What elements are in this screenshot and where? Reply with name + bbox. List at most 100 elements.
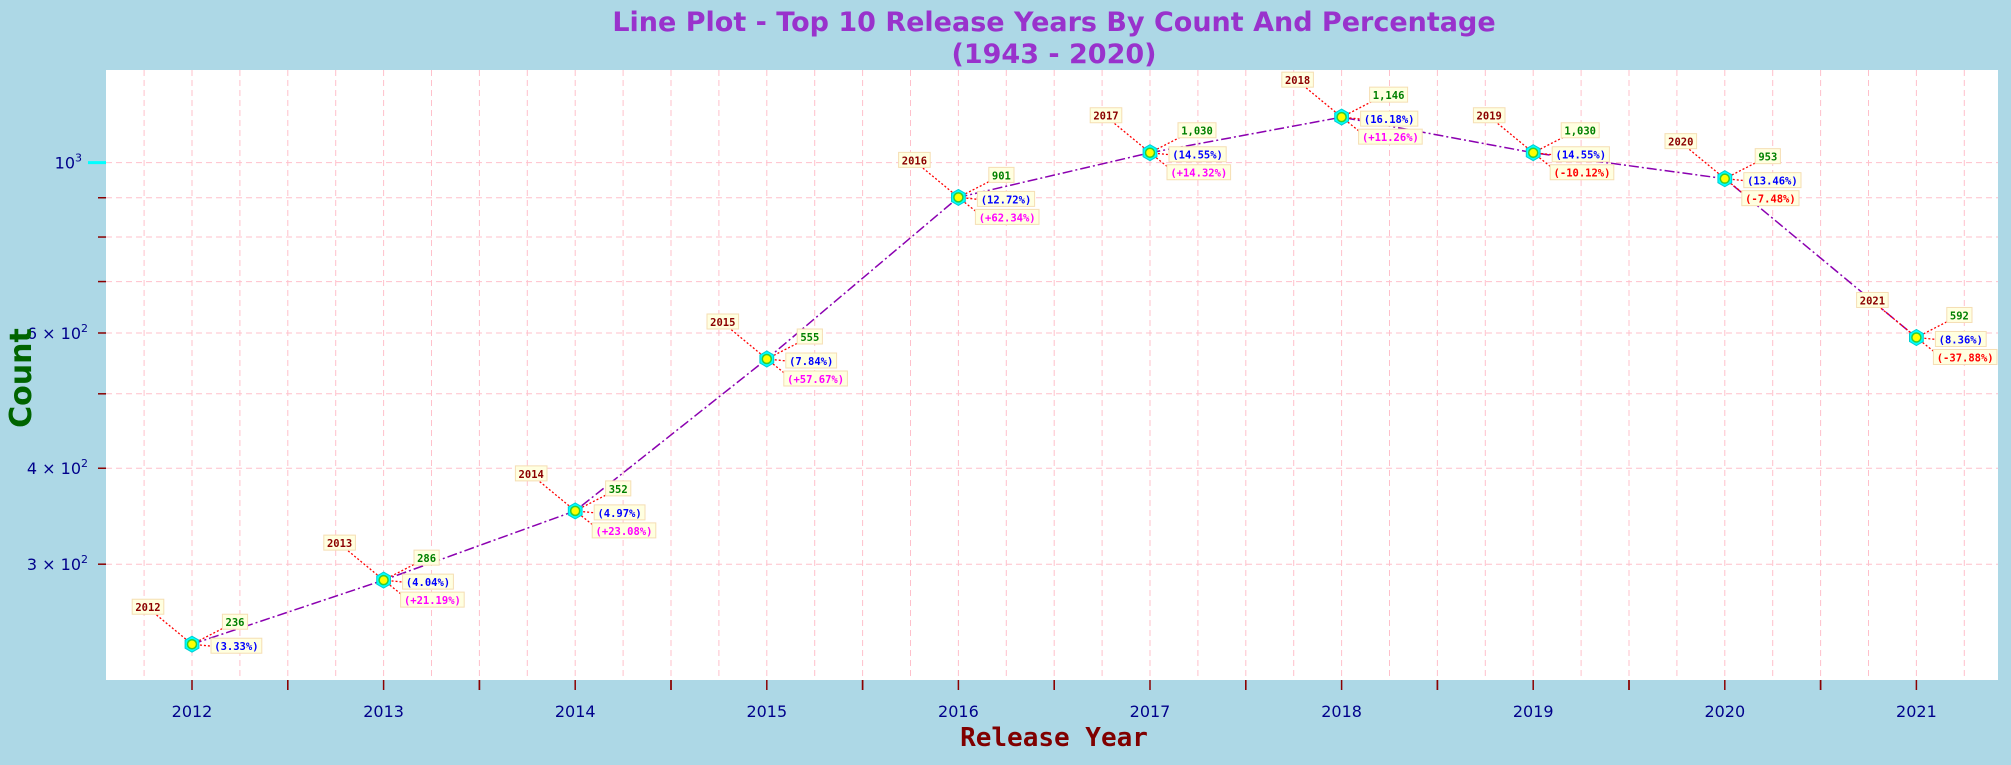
count-label-group: 236 bbox=[221, 613, 249, 630]
annotations: 2012 236 (3.33%) 2013 286 (4.04%) (+21.19%) 201… bbox=[131, 71, 1998, 654]
percent-label-group: (14.55%) bbox=[1551, 146, 1610, 163]
x-tick-label: 2017 bbox=[1130, 702, 1171, 721]
change-label: (-7.48%) bbox=[1745, 194, 1796, 206]
change-label-box bbox=[1549, 164, 1615, 181]
year-leader bbox=[343, 546, 385, 581]
data-point-center bbox=[761, 353, 773, 365]
year-label: 2017 bbox=[1093, 111, 1118, 123]
percent-label-group: (13.46%) bbox=[1743, 172, 1802, 189]
year-label-group: 2017 bbox=[1089, 107, 1123, 124]
x-axis-label: Release Year bbox=[960, 723, 1148, 753]
percent-label: (4.04%) bbox=[406, 577, 450, 589]
change-label: (+23.08%) bbox=[596, 526, 653, 538]
count-label-group: 953 bbox=[1754, 148, 1781, 165]
year-label-box bbox=[1472, 107, 1506, 124]
count-label: 953 bbox=[1758, 152, 1777, 164]
percent-label-box bbox=[1934, 330, 1987, 347]
year-label: 2018 bbox=[1285, 75, 1310, 87]
count-label-group: 1,030 bbox=[1177, 122, 1217, 139]
count-leader bbox=[191, 625, 228, 645]
year-label-group: 2015 bbox=[706, 313, 740, 330]
data-point-center bbox=[1336, 111, 1347, 123]
data-point-center bbox=[1911, 332, 1922, 343]
count-leader bbox=[1724, 160, 1761, 180]
year-label: 2014 bbox=[519, 469, 544, 481]
count-label: 286 bbox=[417, 553, 436, 565]
count-label-group: 352 bbox=[605, 480, 632, 497]
change-label-box bbox=[783, 370, 848, 387]
y-axis-label: Count bbox=[4, 328, 39, 428]
y-tick-label: 3 × 102 bbox=[27, 553, 88, 574]
count-label-group: 592 bbox=[1946, 306, 1973, 323]
count-label-box bbox=[1754, 148, 1781, 165]
series-line-layer bbox=[191, 116, 1917, 645]
count-label-box bbox=[1560, 122, 1600, 139]
data-point-center bbox=[1527, 147, 1539, 158]
percent-label-box bbox=[1743, 172, 1802, 189]
percent-label: (8.36%) bbox=[1939, 334, 1983, 346]
count-label: 1,030 bbox=[1564, 126, 1596, 138]
percent-leader bbox=[1533, 152, 1554, 156]
percent-label: (14.55%) bbox=[1172, 150, 1223, 162]
year-label-box bbox=[514, 465, 548, 482]
year-label-group: 2012 bbox=[131, 598, 165, 615]
percent-label-box bbox=[210, 637, 263, 654]
year-leader bbox=[1875, 303, 1917, 338]
chart-title: Line Plot - Top 10 Release Years By Coun… bbox=[612, 7, 1495, 38]
count-label-group: 1,146 bbox=[1369, 86, 1409, 103]
year-label-group: 2019 bbox=[1472, 107, 1506, 124]
data-point-center bbox=[953, 192, 964, 203]
percent-label-box bbox=[402, 573, 454, 590]
percent-leader bbox=[766, 358, 787, 362]
count-leader bbox=[383, 561, 419, 581]
year-leader bbox=[1301, 83, 1343, 118]
count-label-box bbox=[796, 328, 823, 345]
x-tick-label: 2020 bbox=[1704, 702, 1745, 721]
percent-label-box bbox=[593, 504, 646, 521]
percent-label: (14.55%) bbox=[1556, 150, 1607, 162]
count-label-box bbox=[413, 549, 440, 566]
change-label-group: (+21.19%) bbox=[400, 591, 465, 608]
percent-label-group: (8.36%) bbox=[1934, 330, 1987, 347]
percent-label: (7.84%) bbox=[789, 356, 833, 368]
change-label-box bbox=[400, 591, 465, 608]
data-point-center bbox=[1719, 173, 1731, 184]
percent-leader bbox=[1724, 178, 1745, 182]
percent-label-group: (16.18%) bbox=[1360, 110, 1419, 127]
percent-label-box bbox=[1360, 110, 1419, 127]
count-leader bbox=[1916, 318, 1952, 339]
change-label-group: (-7.48%) bbox=[1741, 190, 1800, 207]
change-label-group: (+23.08%) bbox=[591, 522, 657, 539]
change-label-group: (+62.34%) bbox=[974, 208, 1040, 225]
count-label: 352 bbox=[609, 484, 628, 496]
count-leader bbox=[574, 492, 611, 512]
year-label-group: 2014 bbox=[514, 465, 548, 482]
year-leader bbox=[1109, 119, 1151, 154]
percent-leader bbox=[191, 643, 213, 647]
count-label: 901 bbox=[992, 170, 1011, 182]
percent-label-box bbox=[785, 352, 838, 369]
count-label-box bbox=[988, 166, 1015, 183]
year-leader bbox=[151, 610, 193, 645]
percent-label-group: (7.84%) bbox=[785, 352, 838, 369]
count-label-box bbox=[605, 480, 632, 497]
change-label-group: (+14.32%) bbox=[1166, 164, 1232, 181]
change-label-group: (-10.12%) bbox=[1549, 164, 1615, 181]
year-label: 2016 bbox=[902, 155, 927, 167]
change-label: (-10.12%) bbox=[1554, 168, 1611, 180]
count-label-box bbox=[1946, 306, 1973, 323]
percent-label-group: (4.97%) bbox=[593, 504, 646, 521]
percent-label-group: (3.33%) bbox=[210, 637, 263, 654]
chart-subtitle: (1943 - 2020) bbox=[952, 39, 1157, 70]
change-label: (+14.32%) bbox=[1170, 168, 1227, 180]
year-label-group: 2016 bbox=[898, 151, 931, 168]
percent-label-group: (12.72%) bbox=[976, 190, 1036, 207]
count-label-group: 1,030 bbox=[1560, 122, 1600, 139]
count-label-group: 286 bbox=[413, 549, 440, 566]
percent-label: (13.46%) bbox=[1747, 176, 1798, 188]
year-label-group: 2021 bbox=[1856, 291, 1889, 308]
count-label-group: 555 bbox=[796, 328, 823, 345]
percent-label-box bbox=[976, 190, 1036, 207]
data-point-center bbox=[378, 574, 389, 586]
x-tick-label: 2019 bbox=[1513, 702, 1554, 721]
